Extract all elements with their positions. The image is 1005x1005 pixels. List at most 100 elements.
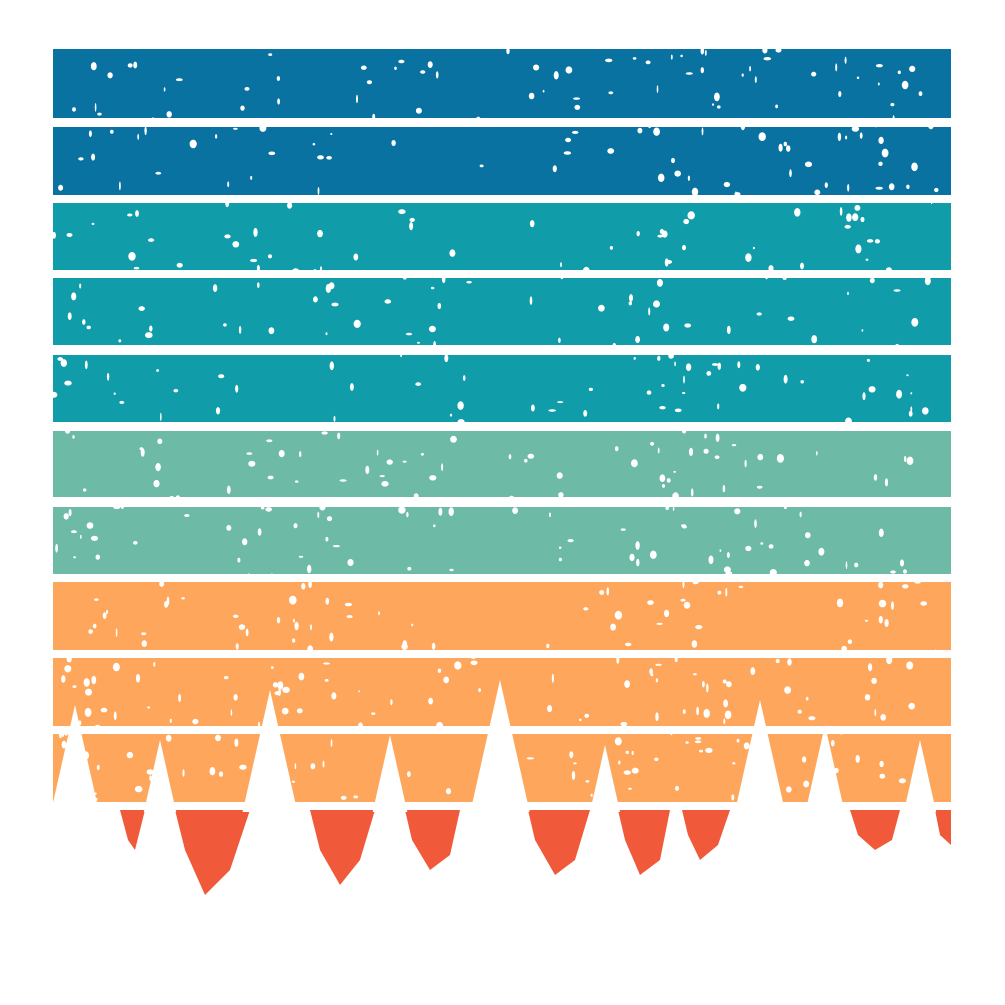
speckle [366, 80, 372, 85]
speckle [140, 448, 145, 457]
speckle [435, 71, 439, 79]
speckle [808, 716, 816, 721]
speckle [321, 431, 328, 435]
speckle [906, 184, 910, 189]
speckle [346, 615, 353, 619]
speckle [260, 506, 265, 510]
speckle [607, 148, 615, 154]
speckle [276, 76, 281, 81]
speckle [666, 478, 671, 483]
speckle [631, 750, 634, 756]
speckle [682, 580, 685, 589]
speckle [695, 625, 703, 630]
speckle [784, 118, 792, 124]
speckle [287, 202, 293, 209]
speckle [278, 345, 286, 354]
speckle [317, 155, 324, 160]
speckle [307, 645, 314, 654]
speckle [711, 363, 719, 366]
tree [242, 690, 298, 812]
red-fragment [682, 810, 730, 860]
speckle [659, 406, 666, 410]
tree [903, 740, 937, 812]
speckle [235, 384, 239, 393]
speckle [527, 453, 535, 459]
stripe [53, 278, 951, 345]
speckle [52, 231, 56, 239]
speckle [39, 371, 46, 374]
speckle [160, 412, 162, 422]
speckle [674, 408, 682, 413]
speckle [85, 688, 92, 696]
speckle [407, 771, 411, 777]
speckle [782, 273, 787, 281]
speckle [331, 302, 339, 307]
speckle [778, 143, 783, 152]
speckle [405, 332, 413, 336]
speckle [182, 769, 185, 777]
stripe [53, 582, 951, 650]
speckle [895, 343, 899, 348]
speckle [148, 238, 155, 242]
speckle [655, 663, 662, 666]
speckle [802, 756, 807, 763]
speckle [277, 681, 284, 690]
speckle [661, 230, 668, 238]
speckle [265, 745, 272, 752]
speckle [873, 474, 878, 481]
speckle [145, 332, 153, 339]
speckle [893, 289, 901, 292]
speckle [636, 558, 640, 567]
speckle [242, 538, 248, 546]
speckle [115, 628, 118, 638]
speckle [398, 506, 406, 514]
speckle [674, 361, 676, 367]
speckle [356, 94, 358, 104]
speckle [868, 386, 876, 393]
speckle [271, 666, 274, 669]
speckle [756, 485, 763, 489]
speckle [329, 632, 334, 642]
speckle [661, 484, 666, 488]
speckle [331, 692, 337, 700]
speckle [685, 72, 693, 75]
trees [50, 680, 937, 812]
speckle [763, 782, 766, 788]
speckle [542, 89, 545, 93]
tree [470, 680, 530, 812]
speckle [656, 85, 659, 93]
speckle [330, 133, 333, 135]
speckle [253, 227, 258, 237]
speckle [904, 455, 907, 463]
stripe [53, 49, 951, 118]
speckle [533, 64, 540, 71]
speckle [289, 595, 297, 605]
speckle [804, 559, 810, 567]
speckle [671, 157, 675, 164]
speckle [692, 580, 699, 585]
speckle [669, 726, 674, 736]
speckle [635, 335, 640, 344]
speckle [724, 710, 732, 720]
speckle [294, 763, 297, 770]
speckle [732, 762, 736, 765]
speckle [134, 785, 143, 793]
speckle [411, 623, 414, 627]
speckle [353, 319, 361, 328]
speckle [94, 724, 101, 731]
speckle [851, 726, 855, 731]
speckle [428, 325, 436, 333]
speckle [726, 552, 730, 558]
speckle [574, 104, 581, 110]
speckle [560, 262, 562, 268]
speckle [800, 380, 804, 384]
speckle [155, 463, 161, 472]
speckle [685, 741, 689, 744]
speckle [787, 658, 792, 666]
speckle [265, 507, 273, 512]
speckle [625, 750, 629, 755]
speckle [672, 492, 679, 501]
speckle [189, 139, 197, 149]
speckle [281, 707, 289, 715]
speckle [149, 325, 153, 332]
